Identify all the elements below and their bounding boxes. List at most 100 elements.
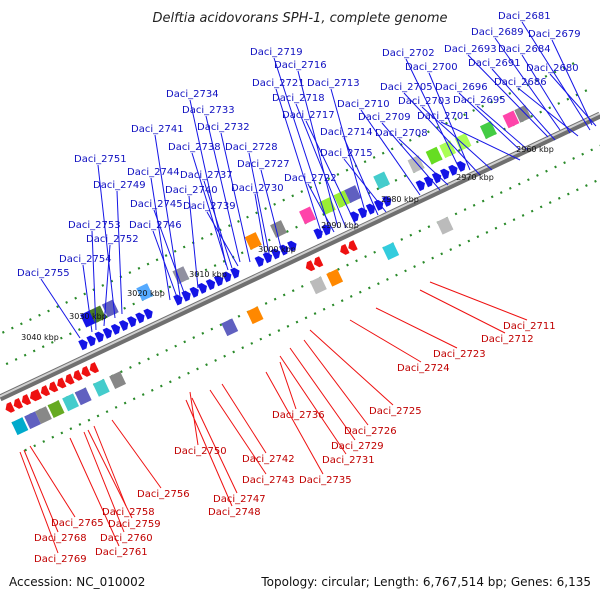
scale-ticks: 2960 kbp 2970 kbp 2980 kbp 2990 kbp 3000 kbp… — [21, 145, 554, 342]
cog-block-forward-shape — [244, 232, 262, 250]
cog-block-forward — [407, 155, 425, 174]
forward-gene-arrow — [181, 290, 191, 302]
forward-gene-label: Daci_2715 — [320, 148, 373, 159]
forward-leader-line — [494, 37, 561, 131]
forward-gene-arrow — [205, 279, 216, 291]
reverse-gene-label: Daci_2743 — [242, 475, 295, 486]
forward-gene-arrow-shape — [431, 172, 442, 184]
reverse-gene-arrow — [57, 377, 67, 389]
forward-leader-line — [40, 278, 81, 339]
forward-gene-label: Daci_2710 — [337, 99, 390, 110]
forward-gene-label: Daci_2684 — [498, 44, 551, 55]
cog-block-reverse-shape — [246, 306, 264, 325]
forward-gene-arrow — [382, 195, 392, 207]
forward-gene-arrow-shape — [287, 240, 297, 252]
forward-gene-label: Daci_2701 — [417, 111, 470, 122]
reverse-gene-label: Daci_2731 — [322, 455, 375, 466]
reverse-leader-line — [111, 419, 162, 489]
cog-block-reverse — [436, 216, 454, 235]
cog-block-forward-shape — [425, 146, 443, 165]
forward-leader-line — [188, 195, 199, 289]
reverse-gene-label: Daci_2748 — [208, 507, 261, 518]
forward-gene-label: Daci_2746 — [129, 220, 182, 231]
cog-block-reverse — [109, 371, 127, 390]
reverse-gene-arrow — [13, 397, 24, 409]
cog-block-reverse-shape — [221, 318, 239, 337]
forward-gene-label: Daci_2734 — [166, 89, 219, 100]
reverse-gene-label: Daci_2747 — [213, 494, 266, 505]
genome-backbone-highlight — [0, 112, 600, 398]
forward-gene-label: Daci_2722 — [284, 173, 337, 184]
forward-gene-label: Daci_2730 — [231, 183, 284, 194]
cog-block-forward — [299, 206, 316, 225]
reverse-gene-arrow — [73, 369, 83, 381]
forward-gene-arrow — [270, 248, 281, 260]
forward-gene-arrow — [189, 286, 199, 298]
scale-tick-label: 3030 kbp — [69, 312, 107, 321]
cog-block-forward — [479, 121, 497, 139]
forward-leader-line — [260, 169, 283, 253]
scale-tick-label: 2970 kbp — [456, 173, 494, 182]
reverse-gene-label: Daci_2712 — [481, 334, 534, 345]
reverse-leader-line — [87, 429, 133, 519]
forward-gene-arrow-shape — [382, 195, 392, 207]
reverse-gene-arrow — [305, 260, 316, 272]
cog-block-forward-shape — [89, 305, 107, 324]
forward-leader-line — [476, 105, 529, 151]
cog-block-forward-shape — [514, 104, 532, 123]
cog-block-reverse — [246, 306, 264, 325]
reverse-gene-arrow — [40, 385, 51, 397]
forward-gene-label: Daci_2680 — [526, 63, 579, 74]
reverse-gene-label: Daci_2729 — [331, 441, 384, 452]
cog-block-reverse-shape — [24, 411, 42, 430]
cog-block-reverse-shape — [47, 400, 65, 419]
forward-gene-label: Daci_2740 — [165, 185, 218, 196]
forward-leader-line — [440, 121, 521, 161]
topology-text: Topology: circular; Length: 6,767,514 bp… — [260, 575, 591, 589]
forward-gene-arrow-shape — [349, 211, 359, 223]
forward-gene-arrow-shape — [118, 320, 129, 332]
cog-block-reverse — [92, 378, 110, 397]
forward-gene-arrow — [118, 320, 129, 332]
forward-leader-line — [381, 122, 441, 191]
cog-block-forward-shape — [502, 110, 520, 129]
cog-block-forward-shape — [479, 121, 497, 139]
forward-gene-label: Daci_2739 — [183, 201, 236, 212]
reverse-leader-line — [83, 431, 125, 533]
forward-gene-label: Daci_2717 — [282, 110, 335, 121]
cog-block-forward — [89, 305, 107, 324]
forward-gene-arrow-shape — [321, 224, 331, 236]
cog-block-forward — [270, 220, 287, 238]
forward-gene-arrow — [349, 211, 359, 223]
scale-tick-label: 3010 kbp — [189, 270, 227, 279]
forward-leader-line — [191, 152, 229, 271]
forward-gene-arrow — [230, 267, 240, 279]
reverse-leader-line — [265, 371, 324, 475]
reverse-gene-arrow-shape — [57, 377, 67, 389]
forward-gene-arrow — [254, 256, 264, 268]
reverse-gene-label: Daci_2724 — [397, 363, 450, 374]
reverse-gene-arrow-shape — [81, 365, 91, 377]
accession-text: Accession: NC_010002 — [9, 575, 145, 589]
forward-gene-arrow — [440, 168, 450, 180]
reverse-gene-arrow-shape — [21, 394, 32, 406]
reverse-gene-arrow-shape — [32, 389, 43, 400]
cog-block-reverse — [35, 406, 52, 424]
cog-block-reverse — [326, 268, 344, 287]
forward-gene-label: Daci_2744 — [127, 167, 180, 178]
reverse-leader-line — [349, 319, 422, 363]
reverse-gene-label: Daci_2723 — [433, 349, 486, 360]
forward-gene-label: Daci_2693 — [444, 44, 497, 55]
forward-gene-label: Daci_2755 — [17, 268, 70, 279]
forward-gene-label: Daci_2700 — [405, 62, 458, 73]
cog-block-reverse — [74, 387, 92, 406]
reverse-gene-label: Daci_2768 — [34, 533, 87, 544]
cog-block-forward — [136, 283, 154, 302]
reverse-leader-line — [69, 437, 120, 547]
cog-block-forward — [425, 146, 443, 165]
reverse-leader-line — [289, 347, 356, 441]
cog-block-forward — [373, 171, 391, 190]
reverse-leader-line — [419, 289, 506, 334]
